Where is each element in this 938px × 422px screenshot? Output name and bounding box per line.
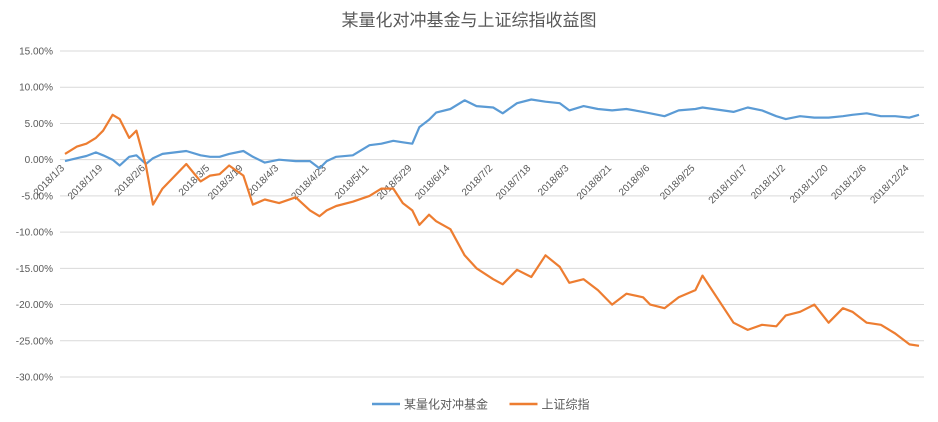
x-tick-label: 2018/11/20 [788, 163, 831, 206]
x-tick-label: 2018/7/2 [460, 163, 496, 199]
chart-title: 某量化对冲基金与上证综指收益图 [342, 11, 597, 31]
x-tick-label: 2018/12/24 [868, 163, 911, 206]
series-line-2 [64, 113, 920, 347]
series-line-1 [64, 98, 920, 170]
legend: 某量化对冲基金 上证综指 [372, 397, 590, 412]
x-tick-label: 2018/8/3 [536, 163, 572, 199]
legend-label-1: 某量化对冲基金 [404, 397, 488, 412]
y-tick-label: -15.00% [16, 264, 53, 275]
y-tick-label: 5.00% [25, 119, 53, 130]
x-tick-label: 2018/4/3 [246, 163, 282, 199]
y-tick-label: 0.00% [25, 155, 53, 166]
gridlines [60, 50, 924, 378]
y-tick-label: -25.00% [16, 336, 53, 347]
y-tick-label: 15.00% [19, 47, 53, 58]
x-tick-label: 2018/2/6 [113, 163, 149, 199]
series-lines [64, 98, 920, 347]
legend-label-2: 上证综指 [542, 397, 590, 412]
y-tick-label: -20.00% [16, 300, 53, 311]
x-tick-label: 2018/9/6 [617, 163, 653, 199]
x-tick-label: 2018/10/17 [707, 163, 750, 206]
y-tick-label: -30.00% [16, 373, 53, 384]
y-tick-label: -10.00% [16, 228, 53, 239]
y-tick-label: 10.00% [19, 83, 53, 94]
y-axis-ticks: 15.00% 10.00% 5.00% 0.00% -5.00% -10.00% -15.0… [16, 47, 53, 384]
y-tick-label: -5.00% [21, 191, 53, 202]
